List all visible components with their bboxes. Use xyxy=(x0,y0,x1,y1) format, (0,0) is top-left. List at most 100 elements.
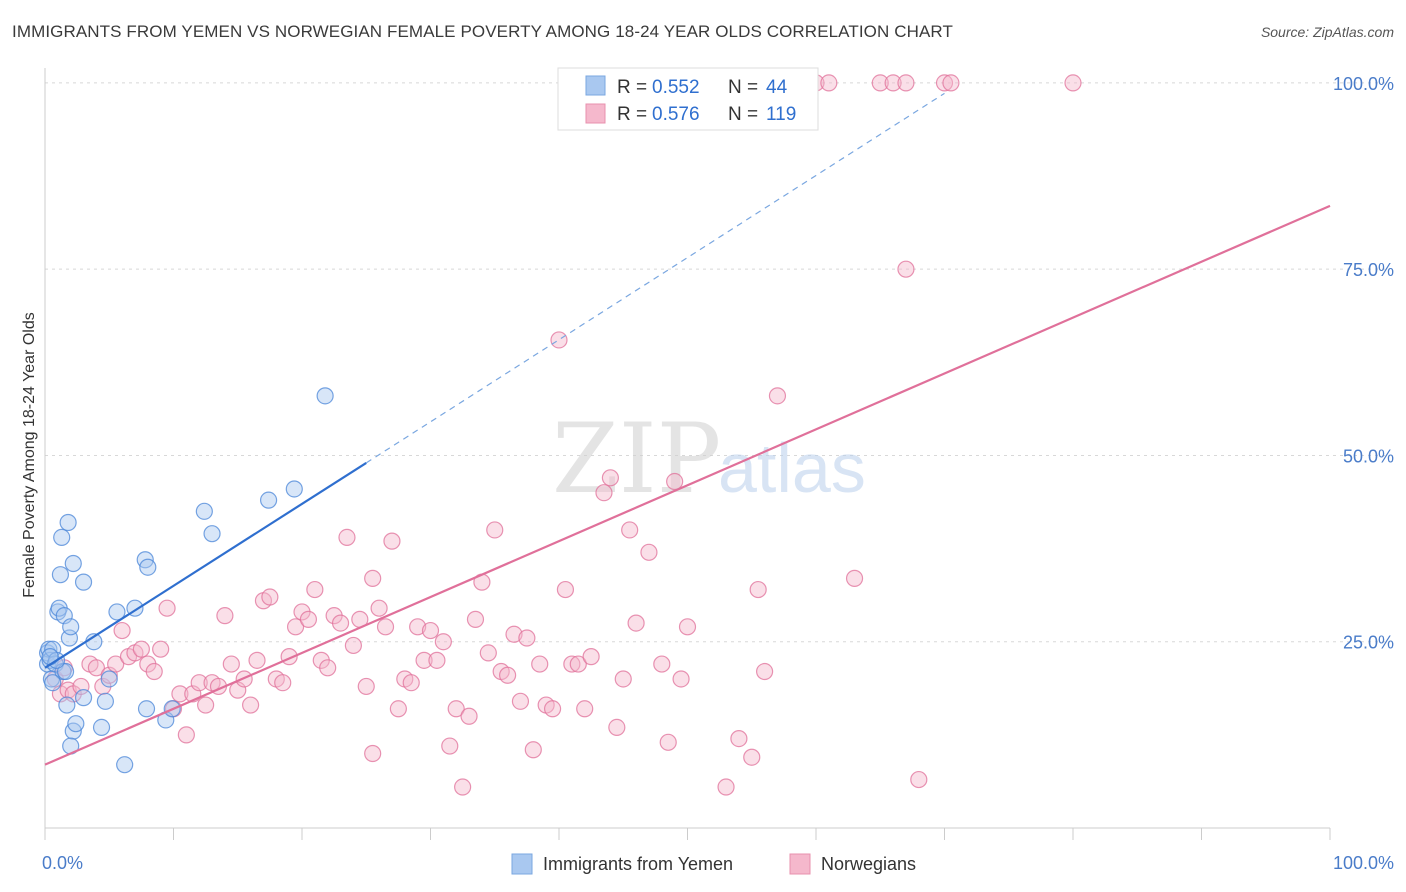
yemen-point xyxy=(56,662,75,681)
yemen-point xyxy=(116,756,134,774)
norwegians-point xyxy=(428,651,446,669)
norwegians-point xyxy=(531,655,549,673)
bottom-legend-label-norwegians: Norwegians xyxy=(821,854,916,874)
norwegians-trend-line xyxy=(44,204,1331,766)
yemen-point xyxy=(67,715,85,733)
yemen-point xyxy=(74,573,93,591)
yemen-point xyxy=(53,528,71,547)
norwegians-point xyxy=(415,651,433,669)
x-ticks xyxy=(44,828,1331,840)
norwegians-point xyxy=(364,744,382,763)
yemen-point xyxy=(139,558,157,576)
y-tick-label-100: 100.0% xyxy=(1333,74,1394,94)
norwegians-point xyxy=(376,618,395,636)
x-tick-label-max: 100.0% xyxy=(1333,853,1394,873)
norwegians-point xyxy=(569,655,587,673)
watermark-zip: ZIP xyxy=(552,403,721,515)
bottom-legend-swatch-yemen xyxy=(511,853,533,875)
norwegians-point xyxy=(897,74,915,92)
norwegians-point xyxy=(897,260,915,278)
yemen-point xyxy=(100,670,118,688)
norwegians-point xyxy=(383,532,401,550)
yemen-point xyxy=(203,525,221,543)
norwegians-point xyxy=(755,662,774,681)
norwegians-point xyxy=(576,700,594,718)
yemen-point xyxy=(96,692,114,710)
source-credit: Source: ZipAtlas.com xyxy=(1260,24,1394,40)
yemen-point xyxy=(137,700,156,718)
norwegians-point xyxy=(113,621,131,640)
yemen-point xyxy=(62,618,80,636)
norwegians-point xyxy=(421,621,440,640)
norwegians-point xyxy=(608,718,626,737)
norwegians-point xyxy=(524,741,542,759)
y-axis-title: Female Poverty Among 18-24 Year Olds xyxy=(21,312,38,598)
y-tick-label-25: 25.0% xyxy=(1343,633,1394,653)
norwegians-point xyxy=(550,331,568,349)
norwegians-point xyxy=(441,737,459,755)
norwegians-point xyxy=(659,733,677,751)
norwegians-point xyxy=(511,692,530,710)
norwegians-point xyxy=(556,580,575,599)
yemen-point xyxy=(316,387,334,405)
legend-r-value-norwegians: 0.576 xyxy=(652,104,700,125)
yemen-point xyxy=(285,480,303,498)
norwegians-point xyxy=(845,569,864,587)
norwegians-point xyxy=(505,625,523,643)
yemen-point xyxy=(58,696,76,714)
norwegians-point xyxy=(389,700,407,718)
norwegians-point xyxy=(486,521,504,539)
yemen-point xyxy=(92,718,111,737)
norwegians-point xyxy=(286,618,305,636)
gridlines xyxy=(45,82,1390,643)
legend-n-label-yemen: N = xyxy=(728,77,758,98)
legend-r-label-yemen: R = xyxy=(617,77,647,98)
norwegians-point xyxy=(216,607,234,625)
norwegians-point xyxy=(274,674,292,692)
norwegians-point xyxy=(621,521,639,539)
norwegians-point xyxy=(672,670,690,688)
norwegians-point xyxy=(171,685,189,703)
yemen-point xyxy=(44,674,62,692)
top-legend: R = 0.552 N = 44 R = 0.576 N = 119 xyxy=(557,67,819,131)
yemen-point xyxy=(74,689,93,707)
legend-n-value-norwegians: 119 xyxy=(766,104,796,125)
norwegians-point xyxy=(261,588,279,606)
norwegians-point xyxy=(447,700,465,718)
norwegians-point xyxy=(871,74,889,92)
yemen-trend-line xyxy=(44,461,367,669)
legend-swatch-yemen xyxy=(585,75,606,96)
norwegians-point xyxy=(614,670,632,688)
norwegians-point xyxy=(107,655,125,673)
norwegians-point xyxy=(152,640,170,658)
norwegians-point xyxy=(563,655,581,673)
bottom-legend-swatch-norwegians xyxy=(789,853,811,875)
norwegians-point xyxy=(595,484,613,502)
yemen-point xyxy=(108,603,126,621)
y-tick-labels: 25.0% 50.0% 75.0% 100.0% xyxy=(1333,74,1394,653)
norwegians-point xyxy=(479,644,497,662)
norwegians-point xyxy=(145,662,163,681)
yemen-point xyxy=(259,491,278,509)
norwegians-point xyxy=(357,677,375,696)
norwegians-point xyxy=(158,599,176,617)
legend-n-value-yemen: 44 xyxy=(766,77,788,98)
norwegians-point xyxy=(820,74,838,92)
yemen-trend-extension xyxy=(365,92,945,464)
norwegians-point xyxy=(454,778,472,796)
norwegians-point xyxy=(884,74,902,92)
norwegians-point xyxy=(409,618,427,636)
x-tick-label-min: 0.0% xyxy=(42,853,83,873)
norwegians-point xyxy=(499,666,517,684)
watermark-atlas: atlas xyxy=(718,429,866,507)
norwegians-point xyxy=(338,528,356,547)
norwegians-point xyxy=(935,74,954,92)
yemen-point xyxy=(51,566,70,584)
norwegians-point xyxy=(730,729,748,748)
norwegians-point xyxy=(197,696,215,714)
norwegians-point xyxy=(306,580,324,599)
norwegians-point xyxy=(319,659,337,677)
norwegians-point xyxy=(370,599,388,617)
legend-swatch-norwegians xyxy=(585,103,606,124)
